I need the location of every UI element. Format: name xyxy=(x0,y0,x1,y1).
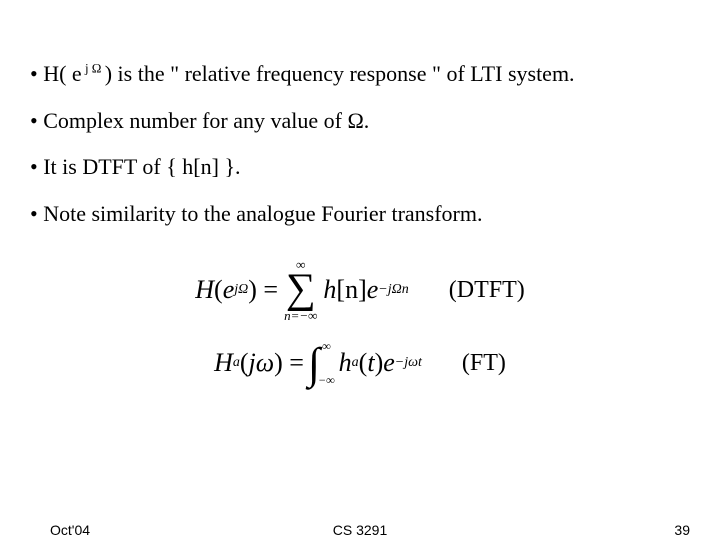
eq1-exp2: −jΩn xyxy=(378,282,408,298)
bullet-1: • H( e j Ω ) is the " relative frequency… xyxy=(30,60,690,89)
eq1-e: e xyxy=(223,275,235,305)
eq2-rclose: ) xyxy=(375,348,384,378)
eq2-int: ∫ ∞ −∞ xyxy=(308,340,335,386)
bullet-1-post: ) is the " relative frequency response "… xyxy=(105,61,575,86)
bullet-3: • It is DTFT of { h[n] }. xyxy=(30,153,690,182)
eq2-e: e xyxy=(383,348,395,378)
eq2-int-lims: ∞ −∞ xyxy=(318,340,335,386)
slide-content: • H( e j Ω ) is the " relative frequency… xyxy=(0,0,720,386)
eq2-exp: −jωt xyxy=(395,355,422,371)
equation-block: H(ejΩ) = ∞ ∑ n=−∞ h[n]e−jΩn (DTFT) Ha(jω… xyxy=(30,258,690,386)
eq1-br: [n] xyxy=(336,275,366,305)
eq1-label: (DTFT) xyxy=(449,277,525,304)
eq2-t: t xyxy=(367,348,374,378)
eq1-e2: e xyxy=(367,275,379,305)
eq2-open: ( xyxy=(240,348,249,378)
eq2-sub: a xyxy=(233,355,240,371)
eq1-H: H xyxy=(195,275,214,305)
eq1-h: h xyxy=(323,275,336,305)
equation-ft: Ha(jω) = ∫ ∞ −∞ ha(t)e−jωt (FT) xyxy=(30,340,690,386)
eq2-arg: jω xyxy=(249,348,275,378)
sigma-icon: ∑ xyxy=(286,271,316,309)
eq2-hsub: a xyxy=(352,355,359,371)
footer-date: Oct'04 xyxy=(50,522,90,538)
eq1-close: ) = xyxy=(248,275,278,305)
eq1-exp: jΩ xyxy=(234,282,248,298)
equation-dtft: H(ejΩ) = ∞ ∑ n=−∞ h[n]e−jΩn (DTFT) xyxy=(30,258,690,322)
eq1-sum: ∞ ∑ n=−∞ xyxy=(284,258,317,322)
footer-page-number: 39 xyxy=(674,522,690,538)
eq2-close: ) = xyxy=(274,348,304,378)
bullet-4: • Note similarity to the analogue Fourie… xyxy=(30,200,690,229)
eq2-ropen: ( xyxy=(359,348,368,378)
bullet-2: • Complex number for any value of Ω. xyxy=(30,107,690,136)
eq1-sum-bot: n=−∞ xyxy=(284,309,317,322)
eq2-int-bot: −∞ xyxy=(318,374,335,386)
eq2-H: H xyxy=(214,348,233,378)
eq1-open: ( xyxy=(214,275,223,305)
bullet-1-sup: j Ω xyxy=(82,61,105,76)
eq2-int-top: ∞ xyxy=(318,340,335,352)
eq2-h: h xyxy=(339,348,352,378)
footer-course: CS 3291 xyxy=(333,522,387,538)
bullet-1-pre: • H( e xyxy=(30,61,82,86)
eq2-label: (FT) xyxy=(462,350,506,377)
